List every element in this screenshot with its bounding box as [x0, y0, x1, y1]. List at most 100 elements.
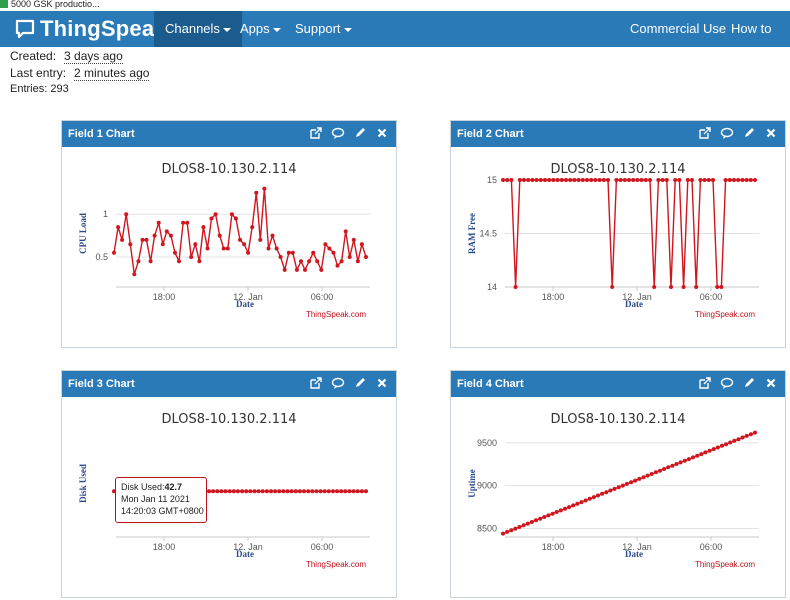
data-point[interactable]: [242, 242, 247, 247]
data-point[interactable]: [641, 475, 646, 480]
data-point[interactable]: [587, 496, 592, 501]
data-point[interactable]: [551, 178, 556, 182]
data-point[interactable]: [538, 516, 543, 521]
data-point[interactable]: [686, 457, 691, 462]
data-point[interactable]: [728, 440, 733, 445]
data-point[interactable]: [593, 178, 598, 182]
data-point[interactable]: [669, 285, 673, 289]
data-point[interactable]: [579, 500, 584, 505]
nav-support[interactable]: Support: [284, 11, 363, 47]
data-point[interactable]: [231, 489, 236, 494]
data-point[interactable]: [666, 465, 671, 470]
data-point[interactable]: [571, 503, 576, 508]
data-point[interactable]: [643, 178, 648, 182]
data-point[interactable]: [252, 489, 257, 494]
data-point[interactable]: [608, 488, 613, 493]
data-point[interactable]: [264, 489, 269, 494]
data-point[interactable]: [554, 510, 559, 514]
data-point[interactable]: [124, 212, 129, 217]
data-point[interactable]: [653, 470, 658, 475]
data-point[interactable]: [335, 263, 340, 268]
data-point[interactable]: [673, 178, 678, 182]
thingspeak-credit-link[interactable]: ThingSpeak.com: [306, 310, 366, 319]
data-point[interactable]: [517, 525, 522, 529]
data-point[interactable]: [311, 250, 316, 255]
data-point[interactable]: [343, 489, 348, 494]
data-point[interactable]: [273, 489, 278, 494]
pencil-button[interactable]: [352, 125, 368, 141]
data-point[interactable]: [550, 511, 555, 516]
data-point[interactable]: [286, 250, 291, 255]
data-point[interactable]: [235, 489, 240, 494]
data-point[interactable]: [318, 489, 323, 494]
data-point[interactable]: [597, 178, 602, 182]
data-point[interactable]: [282, 267, 287, 272]
data-point[interactable]: [351, 237, 356, 242]
data-point[interactable]: [517, 178, 522, 182]
data-point[interactable]: [266, 246, 271, 251]
comment-button[interactable]: [330, 125, 346, 141]
data-point[interactable]: [270, 233, 275, 238]
data-point[interactable]: [695, 453, 700, 458]
data-point[interactable]: [233, 216, 238, 221]
data-point[interactable]: [225, 246, 230, 251]
data-point[interactable]: [501, 531, 505, 536]
data-point[interactable]: [529, 520, 534, 524]
data-point[interactable]: [525, 521, 530, 526]
data-point[interactable]: [526, 178, 531, 182]
data-point[interactable]: [240, 489, 245, 494]
data-point[interactable]: [359, 242, 364, 247]
thingspeak-credit-link[interactable]: ThingSpeak.com: [695, 310, 755, 319]
data-point[interactable]: [152, 233, 157, 238]
data-point[interactable]: [698, 178, 703, 182]
data-point[interactable]: [534, 178, 539, 182]
data-point[interactable]: [543, 178, 547, 182]
data-point[interactable]: [215, 489, 220, 494]
data-point[interactable]: [327, 246, 332, 251]
data-point[interactable]: [639, 178, 644, 182]
data-point[interactable]: [306, 489, 311, 494]
chart-2[interactable]: DLOS8-10.130.2.114 RAM Free Date ThingSpeak…: [457, 155, 779, 341]
data-point[interactable]: [314, 489, 319, 494]
data-point[interactable]: [278, 255, 283, 259]
data-point[interactable]: [322, 489, 327, 494]
nav-apps[interactable]: Apps: [229, 11, 292, 47]
data-point[interactable]: [648, 178, 652, 182]
popout-button[interactable]: [697, 375, 713, 391]
data-point[interactable]: [193, 242, 198, 247]
data-point[interactable]: [164, 229, 169, 234]
data-point[interactable]: [652, 285, 657, 289]
close-button[interactable]: [374, 375, 390, 391]
chart-1[interactable]: DLOS8-10.130.2.114 CPU Load Date ThingSpeak…: [68, 155, 390, 341]
data-point[interactable]: [112, 250, 116, 255]
data-point[interactable]: [294, 267, 299, 272]
data-point[interactable]: [307, 259, 312, 264]
data-point[interactable]: [347, 255, 352, 259]
data-point[interactable]: [674, 462, 679, 466]
data-point[interactable]: [260, 489, 265, 494]
data-point[interactable]: [209, 216, 214, 221]
data-point[interactable]: [160, 242, 165, 247]
chart-3[interactable]: DLOS8-10.130.2.114 Disk Used Date ThingSpea…: [68, 405, 390, 591]
data-point[interactable]: [635, 178, 640, 182]
data-point[interactable]: [724, 442, 729, 447]
close-button[interactable]: [763, 375, 779, 391]
data-point[interactable]: [501, 178, 505, 182]
data-point[interactable]: [567, 505, 572, 510]
data-point[interactable]: [513, 526, 518, 531]
data-point[interactable]: [185, 220, 190, 225]
popout-button[interactable]: [697, 125, 713, 141]
data-point[interactable]: [610, 285, 615, 289]
data-point[interactable]: [568, 178, 573, 182]
data-point[interactable]: [323, 242, 328, 247]
data-point[interactable]: [289, 489, 294, 494]
data-point[interactable]: [706, 178, 711, 182]
data-point[interactable]: [660, 178, 665, 182]
data-point[interactable]: [547, 178, 552, 182]
data-point[interactable]: [703, 450, 708, 455]
comment-button[interactable]: [719, 125, 735, 141]
data-point[interactable]: [530, 178, 535, 182]
data-point[interactable]: [707, 448, 712, 453]
data-point[interactable]: [662, 467, 667, 471]
data-point[interactable]: [229, 212, 234, 217]
